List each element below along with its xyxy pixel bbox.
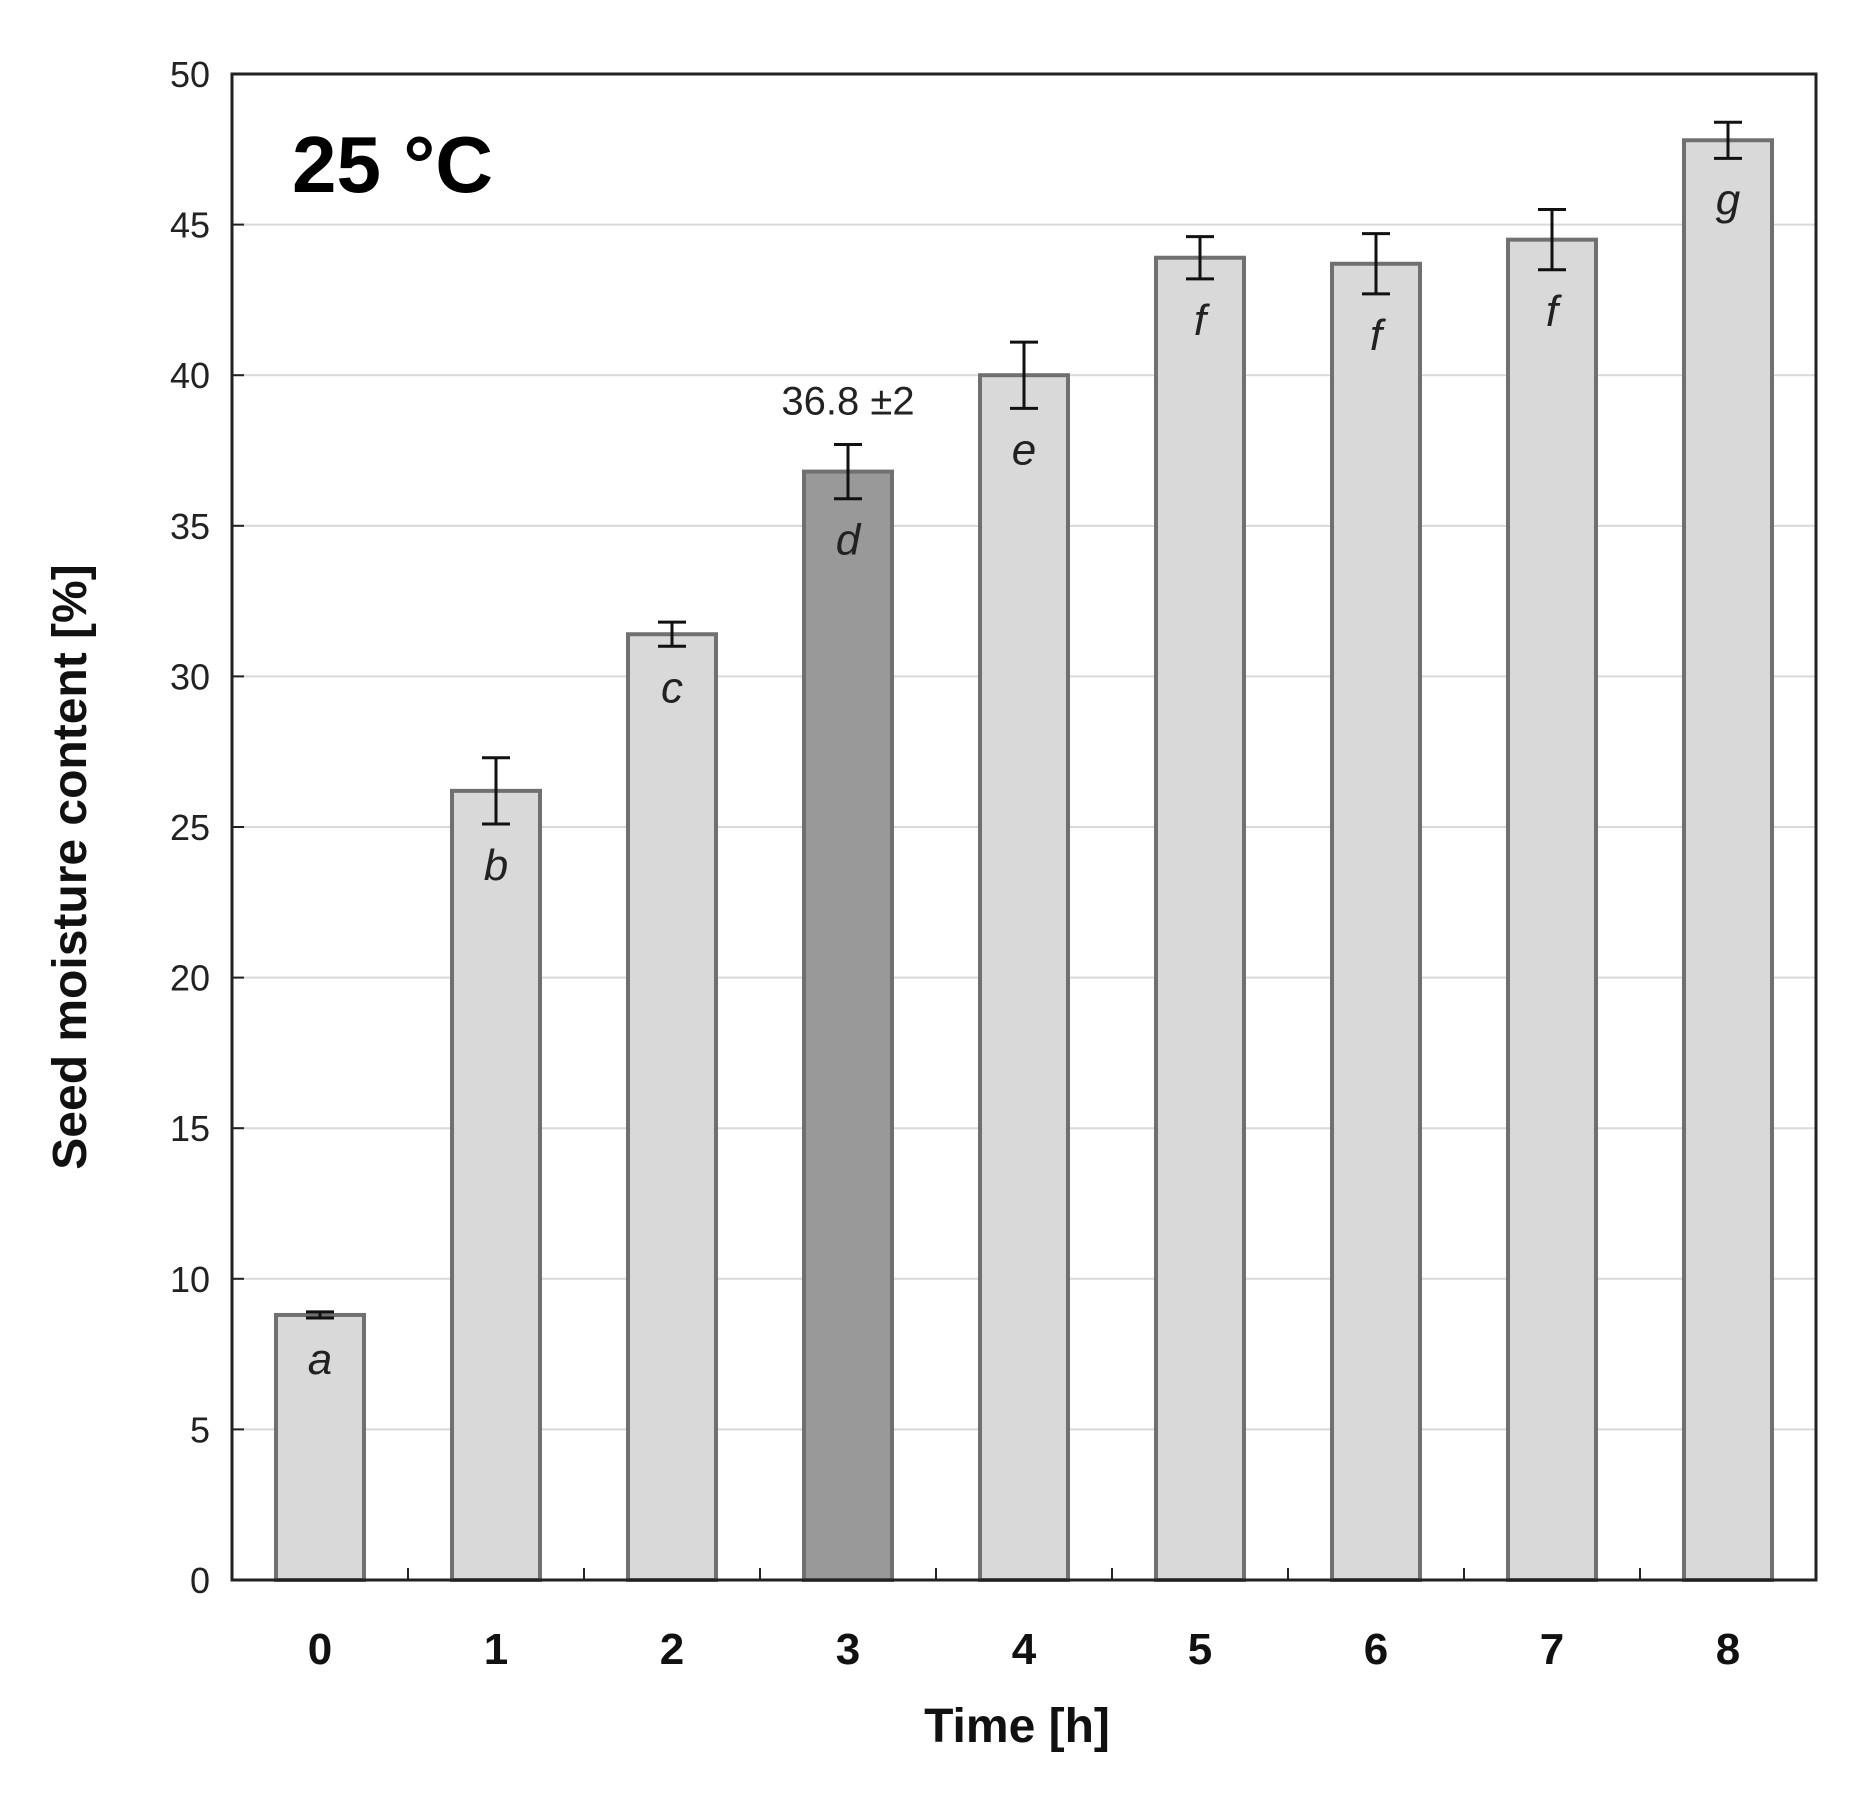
significance-letter-1: b bbox=[484, 841, 508, 890]
bar-1 bbox=[450, 788, 542, 1582]
y-tick-label-40: 40 bbox=[170, 355, 210, 396]
y-tick-label-50: 50 bbox=[170, 54, 210, 95]
bar-7 bbox=[1506, 237, 1598, 1582]
x-tick-label-6: 6 bbox=[1364, 1625, 1388, 1674]
bar-0 bbox=[274, 1312, 366, 1582]
x-tick-label-0: 0 bbox=[308, 1625, 332, 1674]
bars-layer bbox=[274, 138, 1774, 1583]
significance-letter-4: e bbox=[1012, 425, 1036, 474]
y-axis: 0 5 10 15 20 25 30 35 40 45 50 bbox=[170, 54, 244, 1601]
y-tick-label-35: 35 bbox=[170, 506, 210, 547]
y-tick-label-25: 25 bbox=[170, 807, 210, 848]
panel-title: 25 °C bbox=[292, 120, 493, 209]
significance-letter-0: a bbox=[308, 1335, 332, 1384]
bar-5 bbox=[1154, 255, 1246, 1582]
x-tick-label-1: 1 bbox=[484, 1625, 508, 1674]
significance-letter-2: c bbox=[661, 663, 683, 712]
bar-2 bbox=[626, 632, 718, 1582]
x-axis: 0 1 2 3 4 5 6 7 8 bbox=[308, 1568, 1740, 1674]
y-tick-label-10: 10 bbox=[170, 1259, 210, 1300]
y-tick-label-5: 5 bbox=[190, 1409, 210, 1450]
x-tick-label-5: 5 bbox=[1188, 1625, 1212, 1674]
bar-4 bbox=[978, 373, 1070, 1583]
y-tick-label-15: 15 bbox=[170, 1108, 210, 1149]
x-axis-title: Time [h] bbox=[924, 1700, 1110, 1753]
y-tick-label-20: 20 bbox=[170, 958, 210, 999]
x-tick-label-8: 8 bbox=[1716, 1625, 1740, 1674]
x-tick-label-2: 2 bbox=[660, 1625, 684, 1674]
bar-annotation: 36.8 ±2 bbox=[781, 379, 914, 423]
x-tick-label-4: 4 bbox=[1012, 1625, 1037, 1674]
significance-letter-3: d bbox=[836, 516, 862, 565]
error-bars-layer bbox=[306, 120, 1742, 1320]
significance-letter-8: g bbox=[1716, 175, 1741, 224]
bar-6 bbox=[1330, 261, 1422, 1583]
x-tick-label-3: 3 bbox=[836, 1625, 860, 1674]
x-tick-label-7: 7 bbox=[1540, 1625, 1564, 1674]
y-axis-title: Seed moisture content [%] bbox=[44, 564, 97, 1169]
y-tick-label-30: 30 bbox=[170, 656, 210, 697]
bar-3 bbox=[802, 469, 894, 1583]
y-tick-label-0: 0 bbox=[190, 1560, 210, 1601]
y-tick-label-45: 45 bbox=[170, 205, 210, 246]
bar-8 bbox=[1682, 138, 1774, 1582]
